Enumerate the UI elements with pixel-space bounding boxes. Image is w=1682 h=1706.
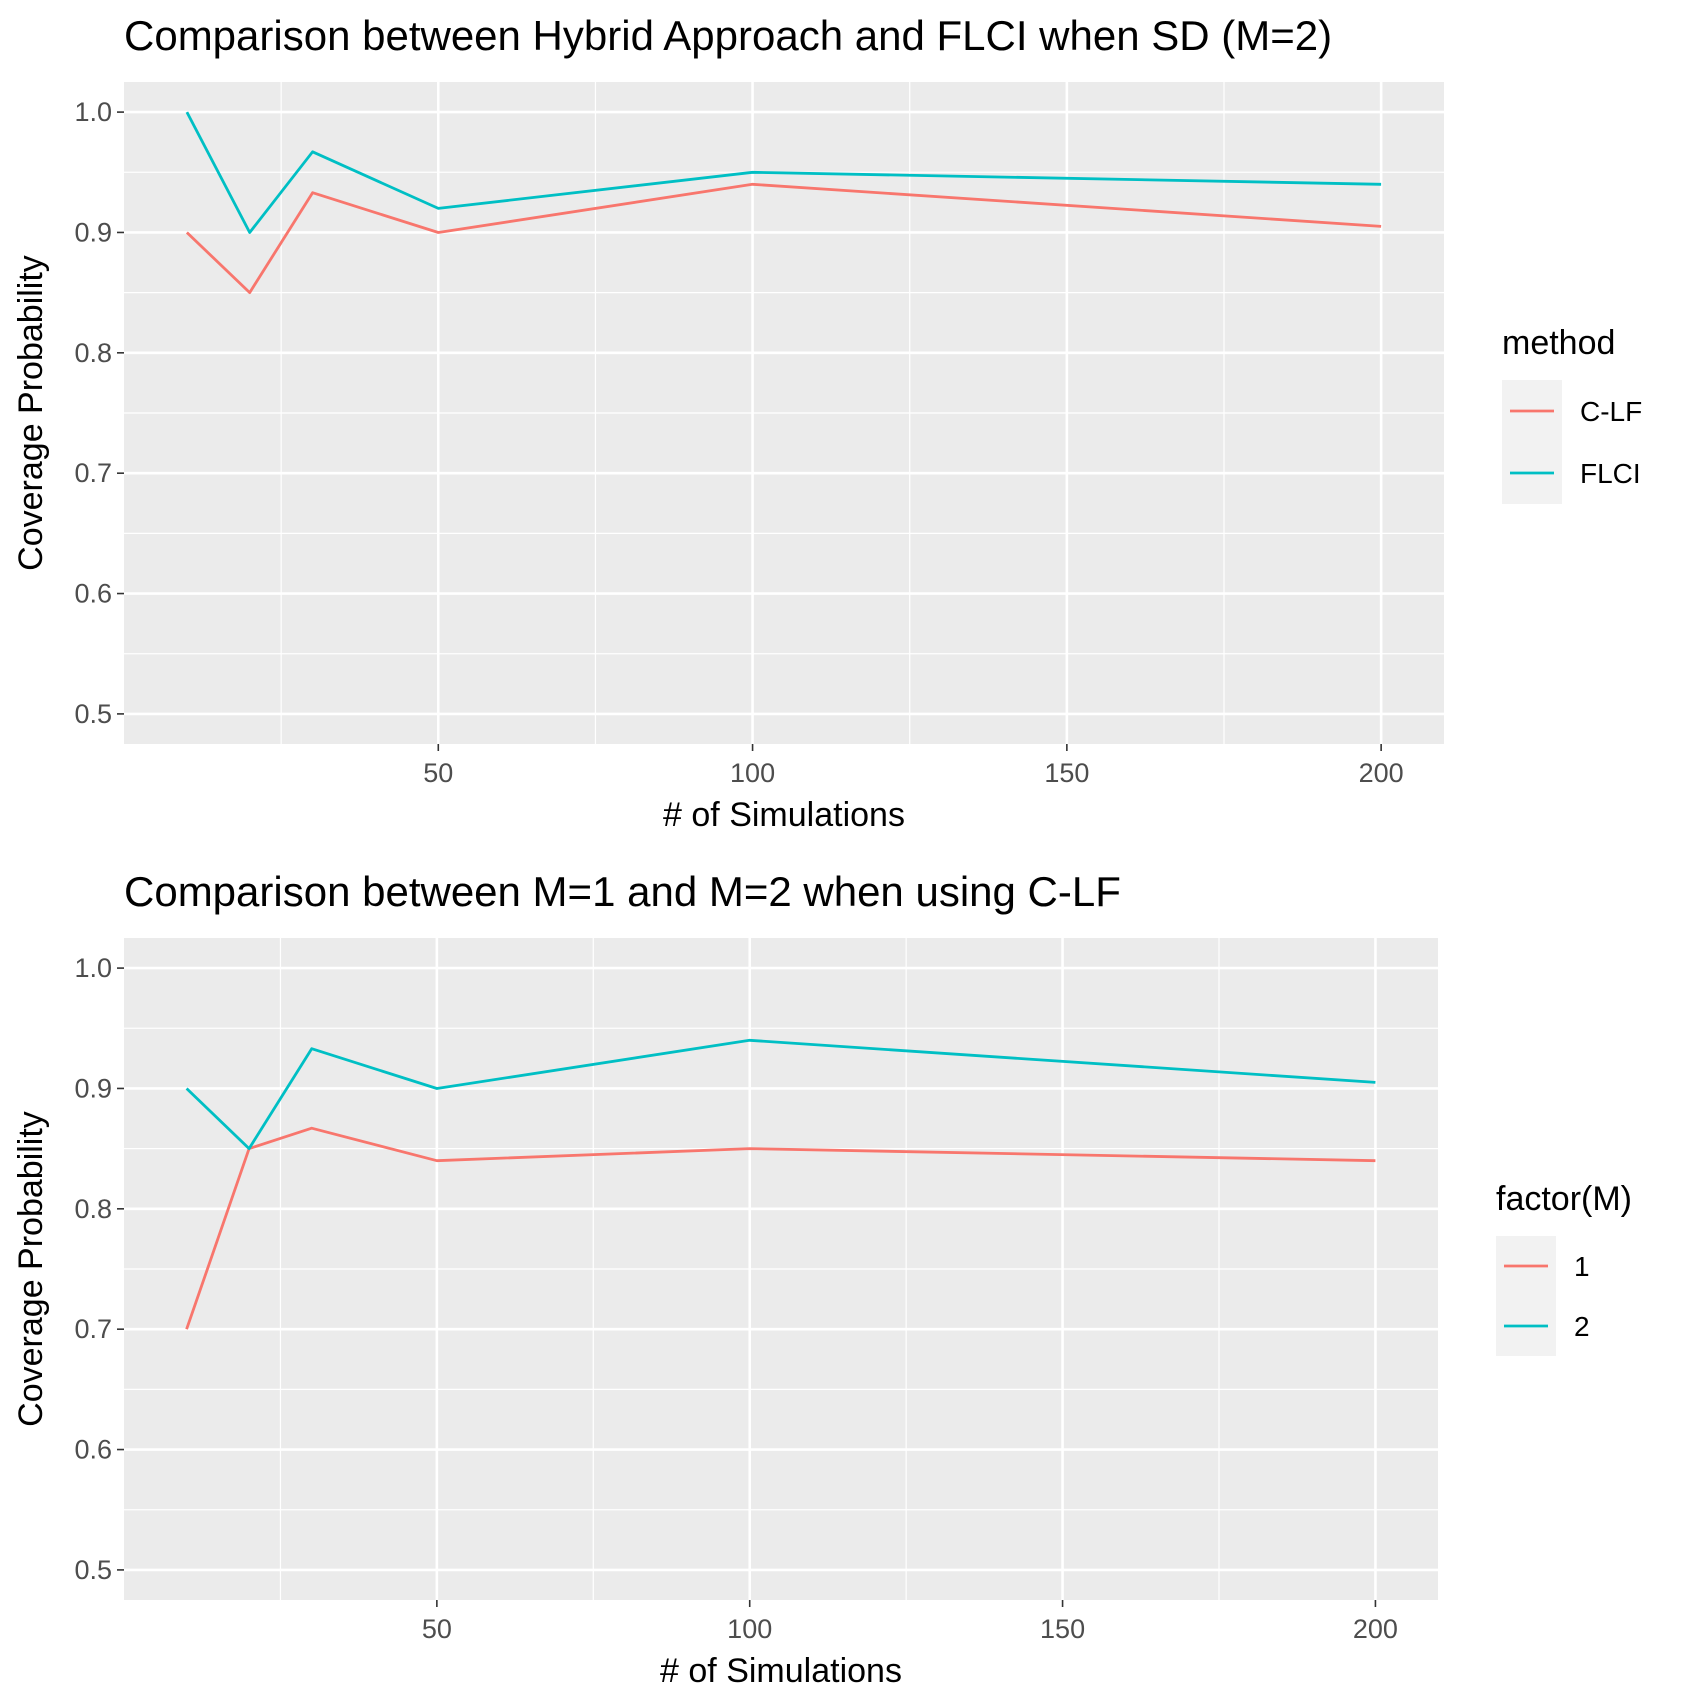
y-axis-label: Coverage Probability [12,1111,50,1427]
series-line-2 [185,1038,1376,1150]
y-axis-label: Coverage Probability [12,255,50,571]
y-tick-label: 0.6 [74,1435,112,1465]
legend-label: 1 [1574,1251,1590,1282]
legend-title: factor(M) [1496,1180,1632,1218]
series-line-C-LF [185,182,1382,295]
y-tick-label: 0.5 [74,1555,112,1585]
x-tick-label: 200 [1359,758,1404,788]
series-line-FLCI [185,111,1382,234]
chart-1: 50 100 150 200 0.5 0.6 0.7 0.8 0.9 1.0 Comparison … [12,12,1642,834]
x-tick-label: 50 [423,758,453,788]
y-tick-label: 0.7 [74,1314,112,1344]
x-tick-label: 150 [1040,1614,1085,1644]
x-tick-label: 100 [730,758,775,788]
y-tick-label: 0.9 [74,217,112,247]
chart-title: Comparison between Hybrid Approach and F… [124,12,1332,59]
legend: method C-LF FLCI [1502,324,1642,504]
legend-label: 2 [1574,1311,1590,1342]
x-tick-label: 150 [1044,758,1089,788]
x-axis-label: # of Simulations [663,796,905,834]
y-tick-label: 0.7 [74,458,112,488]
series-line-1 [185,1126,1376,1330]
x-tick-label: 100 [727,1614,772,1644]
legend-label: C-LF [1580,396,1642,427]
legend-title: method [1502,324,1615,362]
x-axis-label: # of Simulations [660,1652,902,1690]
y-tick-label: 0.6 [74,579,112,609]
legend-label: FLCI [1580,458,1641,489]
y-tick-label: 0.8 [74,1194,112,1224]
y-tick-label: 0.5 [74,699,112,729]
y-tick-label: 0.9 [74,1073,112,1103]
y-tick-label: 0.8 [74,338,112,368]
legend: factor(M) 1 2 [1496,1180,1632,1356]
chart-2: 50 100 150 200 0.5 0.6 0.7 0.8 0.9 1.0 Comparison … [12,868,1632,1690]
y-tick-label: 1.0 [74,97,112,127]
x-tick-label: 200 [1353,1614,1398,1644]
y-tick-label: 1.0 [74,953,112,983]
chart-title: Comparison between M=1 and M=2 when usin… [124,868,1121,915]
x-tick-label: 50 [422,1614,452,1644]
